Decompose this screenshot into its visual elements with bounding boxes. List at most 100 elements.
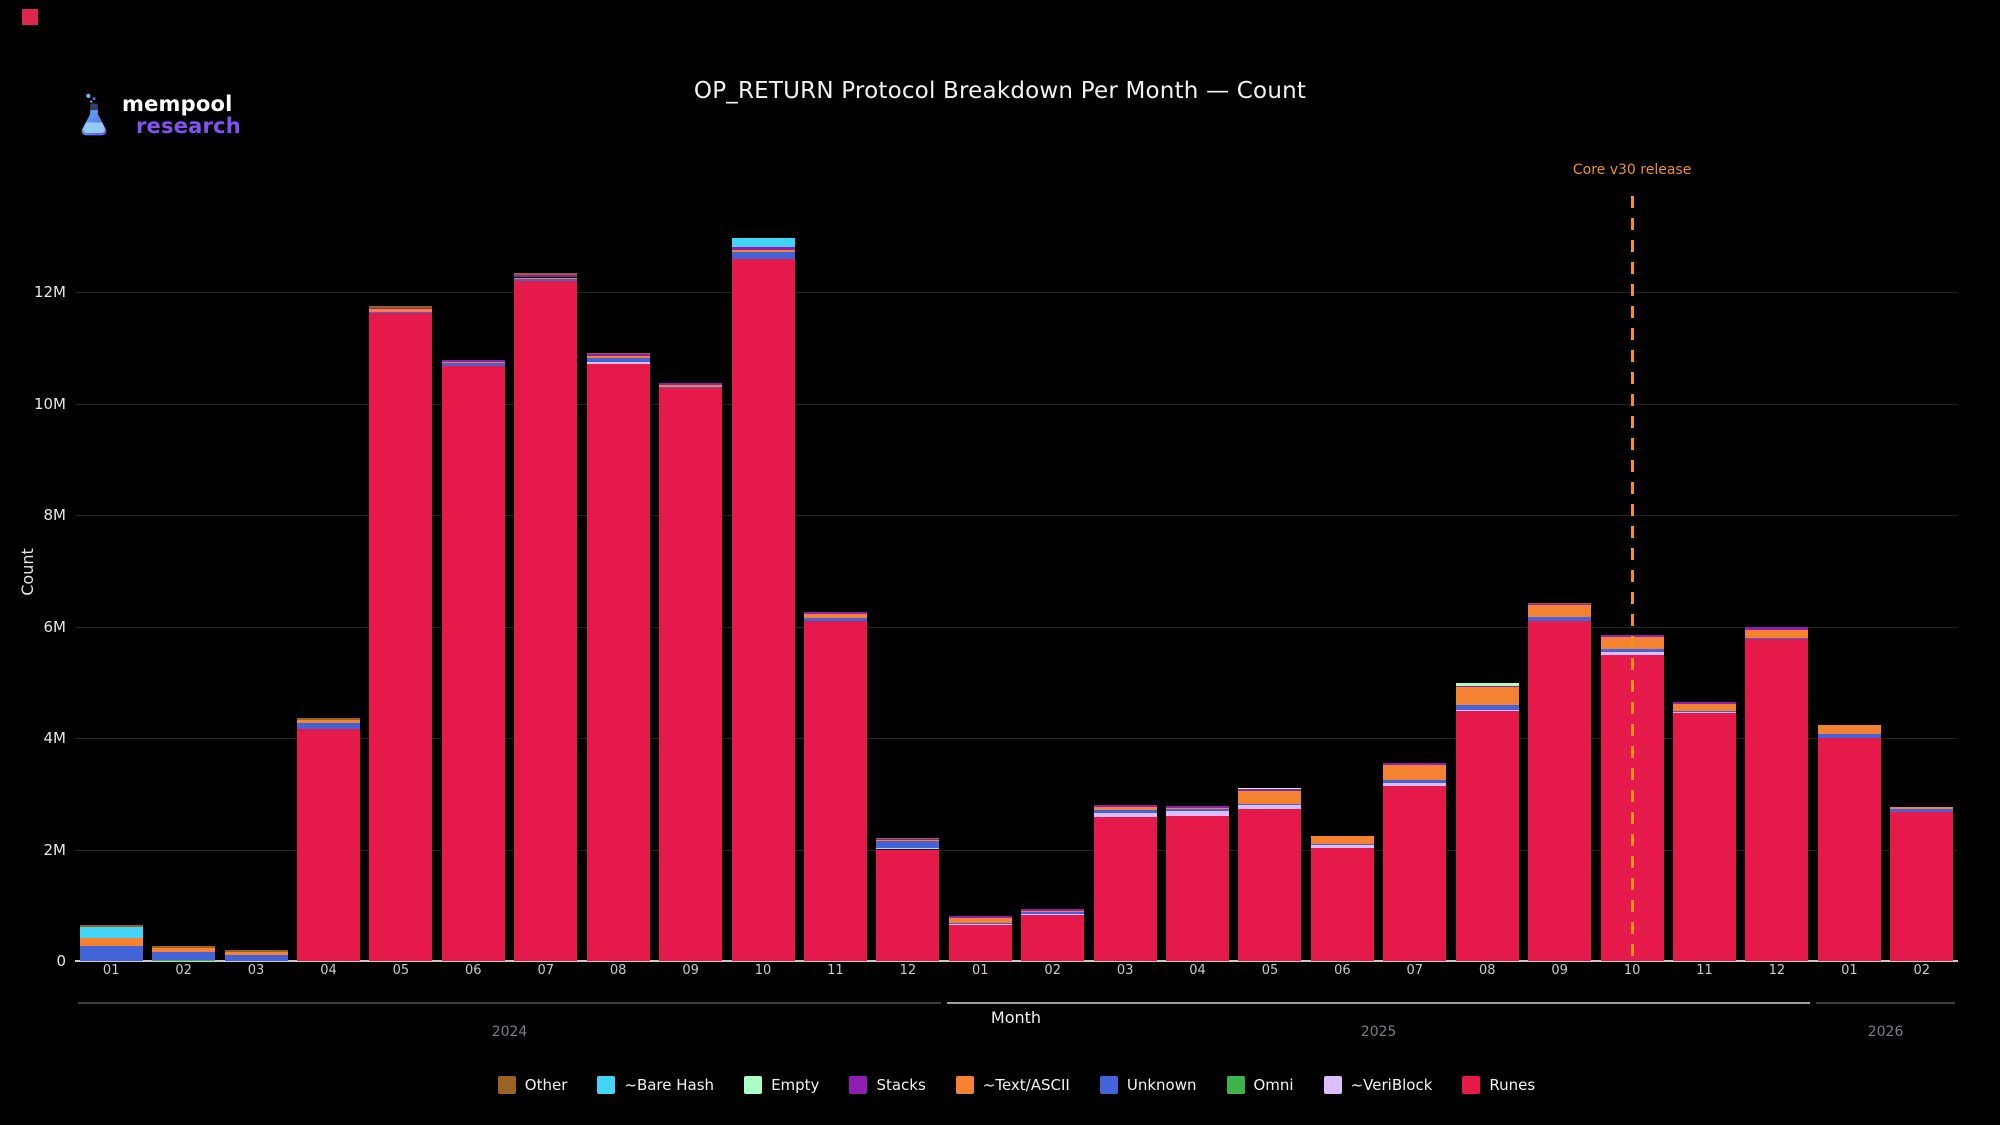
bar-segment-unknown[interactable]: [224, 955, 288, 961]
bar-segment--text-ascii[interactable]: [441, 361, 505, 364]
bar-segment-unknown[interactable]: [514, 278, 578, 281]
bar-segment-other[interactable]: [296, 717, 360, 721]
bar-segment--veriblock[interactable]: [1238, 804, 1302, 810]
bar-segment-unknown[interactable]: [731, 252, 795, 259]
bar-segment-stacks[interactable]: [948, 915, 1012, 918]
bar-segment--veriblock[interactable]: [1166, 811, 1230, 817]
bar-segment--veriblock[interactable]: [876, 848, 940, 850]
bar-segment-other[interactable]: [369, 305, 433, 308]
bar-segment-stacks[interactable]: [1528, 604, 1592, 606]
bar-segment-stacks[interactable]: [1745, 627, 1809, 630]
bar-segment--text-ascii[interactable]: [296, 720, 360, 723]
bar-segment-other[interactable]: [1528, 602, 1592, 605]
bar-segment-runes[interactable]: [1890, 811, 1954, 961]
bar-2024-03[interactable]: [224, 0, 288, 961]
bar-segment-unknown[interactable]: [1383, 780, 1447, 784]
bar-segment--text-ascii[interactable]: [1310, 835, 1374, 844]
bar-segment--text-ascii[interactable]: [1021, 910, 1085, 912]
bar-segment-runes[interactable]: [1817, 738, 1881, 961]
bar-segment-unknown[interactable]: [1890, 808, 1954, 812]
bar-segment-unknown[interactable]: [1238, 803, 1302, 805]
bar-segment-runes[interactable]: [1021, 915, 1085, 961]
bar-segment-runes[interactable]: [1093, 816, 1157, 961]
bar-segment-unknown[interactable]: [1310, 843, 1374, 846]
bar-segment--text-ascii[interactable]: [1166, 808, 1230, 810]
bar-segment-other[interactable]: [514, 273, 578, 276]
bar-segment-runes[interactable]: [514, 280, 578, 961]
bar-segment--text-ascii[interactable]: [369, 309, 433, 312]
bar-2024-08[interactable]: [586, 0, 650, 961]
bar-segment--bare-hash[interactable]: [731, 237, 795, 248]
bar-segment-stacks[interactable]: [659, 382, 723, 385]
bar-segment-runes[interactable]: [1455, 711, 1519, 961]
bar-segment-runes[interactable]: [1166, 816, 1230, 961]
bar-segment-unknown[interactable]: [369, 311, 433, 314]
bar-segment-stacks[interactable]: [1021, 909, 1085, 911]
legend-item-stacks[interactable]: Stacks: [849, 1076, 926, 1094]
bar-segment-stacks[interactable]: [803, 612, 867, 615]
bar-2024-07[interactable]: [514, 0, 578, 961]
bar-2025-03[interactable]: [1093, 0, 1157, 961]
bar-segment--veriblock[interactable]: [586, 362, 650, 365]
bar-segment--text-ascii[interactable]: [948, 917, 1012, 924]
bar-segment-stacks[interactable]: [1383, 762, 1447, 765]
bar-segment--text-ascii[interactable]: [659, 384, 723, 387]
legend-item-omni[interactable]: Omni: [1226, 1076, 1294, 1094]
bar-segment-unknown[interactable]: [1745, 637, 1809, 640]
bar-segment-other[interactable]: [79, 925, 143, 927]
bar-segment-runes[interactable]: [586, 364, 650, 961]
bar-segment-unknown[interactable]: [152, 952, 216, 960]
bar-segment-runes[interactable]: [659, 387, 723, 961]
bar-segment--veriblock[interactable]: [1310, 845, 1374, 848]
bar-segment--text-ascii[interactable]: [1528, 605, 1592, 618]
bar-segment-runes[interactable]: [1238, 809, 1302, 961]
bar-segment-runes[interactable]: [441, 365, 505, 961]
bar-2024-10[interactable]: [731, 0, 795, 961]
bar-2024-01[interactable]: [79, 0, 143, 961]
bar-2024-09[interactable]: [659, 0, 723, 961]
bar-segment-unknown[interactable]: [1528, 617, 1592, 621]
bar-2024-11[interactable]: [803, 0, 867, 961]
bar-segment-stacks[interactable]: [441, 360, 505, 362]
bar-segment--text-ascii[interactable]: [1455, 687, 1519, 706]
bar-segment-stacks[interactable]: [876, 839, 940, 841]
bar-segment-runes[interactable]: [1745, 639, 1809, 961]
bar-2025-01[interactable]: [948, 0, 1012, 961]
legend-item--bare-hash[interactable]: ~Bare Hash: [597, 1076, 714, 1094]
bar-segment-runes[interactable]: [1528, 620, 1592, 961]
bar-segment-runes[interactable]: [369, 313, 433, 961]
bar-segment--bare-hash[interactable]: [79, 926, 143, 939]
bar-segment-stacks[interactable]: [1166, 805, 1230, 809]
bar-segment--text-ascii[interactable]: [803, 614, 867, 619]
bar-2024-04[interactable]: [296, 0, 360, 961]
bar-segment--text-ascii[interactable]: [152, 947, 216, 953]
bar-segment-stacks[interactable]: [1455, 685, 1519, 688]
bar-segment--veriblock[interactable]: [1021, 913, 1085, 916]
bar-segment--text-ascii[interactable]: [514, 277, 578, 279]
bar-2025-06[interactable]: [1310, 0, 1374, 961]
bar-segment-unknown[interactable]: [441, 363, 505, 366]
legend-item--text-ascii[interactable]: ~Text/ASCII: [955, 1076, 1070, 1094]
bar-segment-runes[interactable]: [803, 620, 867, 961]
bar-segment-stacks[interactable]: [731, 247, 795, 251]
bar-segment--veriblock[interactable]: [1383, 783, 1447, 786]
bar-segment--text-ascii[interactable]: [586, 355, 650, 358]
bar-segment-other[interactable]: [586, 353, 650, 355]
bar-2025-08[interactable]: [1455, 0, 1519, 961]
legend-item--veriblock[interactable]: ~VeriBlock: [1323, 1076, 1432, 1094]
bar-segment--veriblock[interactable]: [948, 924, 1012, 926]
bar-segment--text-ascii[interactable]: [1817, 725, 1881, 735]
bar-segment-unknown[interactable]: [948, 923, 1012, 925]
bar-segment-runes[interactable]: [1383, 785, 1447, 961]
legend-item-runes[interactable]: Runes: [1462, 1076, 1535, 1094]
bar-segment--veriblock[interactable]: [1455, 710, 1519, 712]
bar-segment-other[interactable]: [152, 945, 216, 948]
legend-item-unknown[interactable]: Unknown: [1099, 1076, 1197, 1094]
bar-segment--text-ascii[interactable]: [224, 952, 288, 956]
bar-segment-stacks[interactable]: [1673, 702, 1737, 704]
bar-segment--text-ascii[interactable]: [1383, 764, 1447, 781]
legend-item-empty[interactable]: Empty: [744, 1076, 819, 1094]
bar-segment-empty[interactable]: [1238, 788, 1302, 790]
bar-segment-stacks[interactable]: [514, 275, 578, 278]
bar-segment-stacks[interactable]: [586, 354, 650, 356]
